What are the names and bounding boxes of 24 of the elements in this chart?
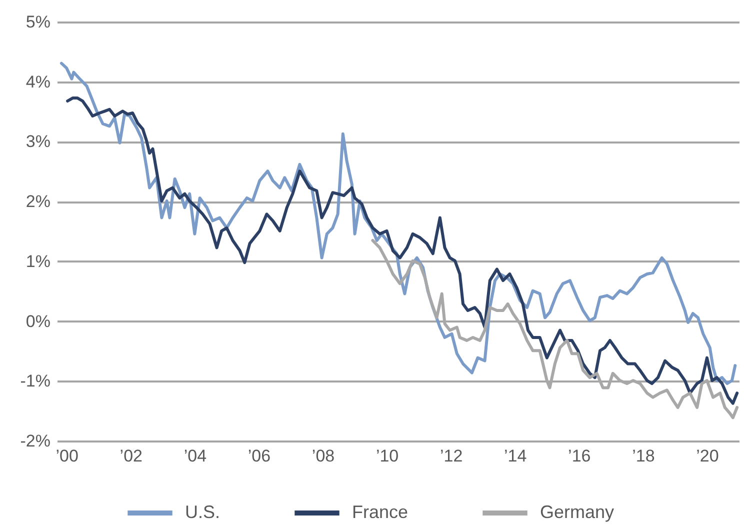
- x-tick-label: ’00: [56, 446, 78, 466]
- legend-label: U.S.: [185, 502, 220, 522]
- y-tick-label: 3%: [26, 132, 50, 152]
- y-tick-label: 4%: [26, 72, 50, 92]
- line-series: [60, 62, 737, 386]
- y-tick-label: 5%: [26, 12, 50, 32]
- legend-label: France: [352, 502, 408, 522]
- x-tick-label: ’14: [504, 446, 527, 466]
- x-tick-label: ’06: [248, 446, 271, 466]
- y-tick-label: -2%: [20, 432, 50, 450]
- x-tick-label: ’10: [376, 446, 399, 466]
- x-tick-label: ’04: [184, 446, 207, 466]
- x-tick-label: ’12: [440, 446, 463, 466]
- y-tick-label: 0%: [26, 312, 50, 331]
- y-tick-label: 2%: [26, 192, 50, 212]
- x-tick-label: ’16: [568, 446, 591, 466]
- y-tick-label: 1%: [26, 252, 50, 271]
- x-tick-label: ’02: [120, 446, 142, 466]
- x-tick-label: ’08: [312, 446, 335, 466]
- y-tick-label: -1%: [20, 372, 50, 391]
- x-tick-label: ’18: [632, 446, 655, 466]
- line-series: [66, 96, 739, 405]
- x-tick-label: ’20: [696, 446, 719, 466]
- legend-label: Germany: [540, 502, 614, 522]
